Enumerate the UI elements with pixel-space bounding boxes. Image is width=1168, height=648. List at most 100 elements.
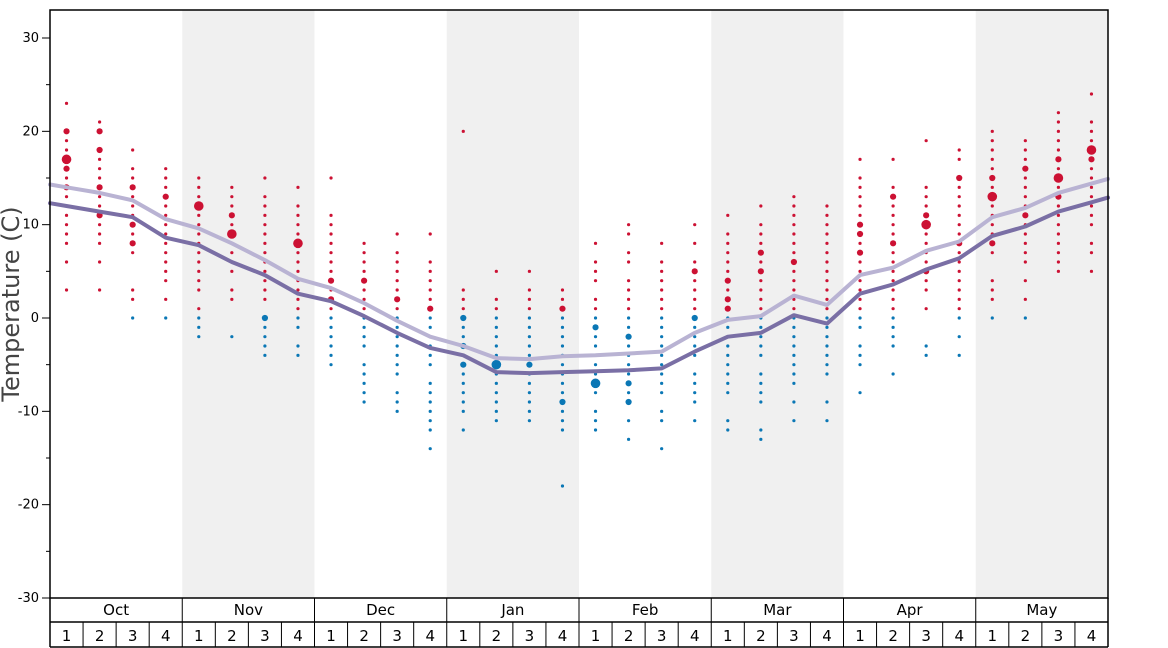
temperature-dot: [197, 213, 201, 217]
temperature-dot: [395, 232, 399, 236]
temperature-dot: [395, 363, 399, 367]
temperature-dot: [329, 363, 333, 367]
temperature-dot: [957, 279, 961, 283]
temperature-dot: [1089, 185, 1094, 189]
temperature-dot: [64, 101, 69, 105]
temperature-dot: [957, 307, 961, 311]
temperature-dot: [957, 353, 961, 357]
y-tick-label: 10: [22, 218, 39, 233]
temperature-dot: [759, 260, 763, 264]
temperature-dot: [329, 353, 333, 357]
temperature-dot: [858, 185, 862, 189]
temperature-dot: [164, 213, 168, 217]
temperature-dot: [197, 325, 201, 329]
temperature-dot: [428, 363, 432, 367]
temperature-dot: [726, 372, 730, 376]
temperature-dot: [825, 307, 829, 311]
temperature-dot: [957, 260, 961, 264]
temperature-dot: [593, 363, 598, 367]
month-label: Mar: [763, 601, 792, 619]
temperature-dot: [527, 335, 532, 339]
week-label: 4: [1087, 627, 1097, 645]
temperature-dot: [263, 353, 267, 357]
temperature-dot: [1089, 241, 1094, 245]
temperature-dot: [461, 297, 465, 301]
temperature-dot: [891, 204, 895, 208]
temperature-dot: [990, 148, 994, 152]
temperature-dot: [296, 344, 300, 348]
temperature-dot: [825, 297, 829, 301]
temperature-dot: [1056, 251, 1061, 255]
temperature-dot: [792, 344, 796, 348]
temperature-dot: [230, 335, 234, 339]
temperature-dot: [889, 240, 897, 247]
week-label: 4: [425, 627, 435, 645]
temperature-dot: [660, 372, 664, 376]
temperature-dot: [726, 344, 730, 348]
temperature-dot: [461, 409, 465, 413]
temperature-dot: [590, 378, 601, 389]
temperature-dot: [990, 223, 994, 227]
temperature-dot: [1056, 111, 1061, 115]
temperature-dot: [164, 269, 168, 273]
temperature-dot: [362, 241, 366, 245]
temperature-dot: [263, 241, 267, 245]
temperature-dot: [625, 333, 632, 340]
temperature-dot: [296, 260, 300, 264]
temperature-dot: [362, 400, 366, 404]
temperature-dot: [891, 185, 895, 189]
week-label: 2: [359, 627, 369, 645]
temperature-dot: [362, 381, 366, 385]
temperature-dot: [296, 316, 300, 320]
temperature-dot: [626, 344, 631, 348]
temperature-dot: [957, 148, 961, 152]
average-lines: [48, 176, 1110, 376]
week-label: 2: [227, 627, 237, 645]
temperature-dot: [724, 296, 731, 303]
temperature-dot: [362, 260, 366, 264]
week-label: 4: [293, 627, 303, 645]
temperature-dot: [693, 344, 697, 348]
temperature-dot: [197, 279, 201, 283]
temperature-dot: [1089, 195, 1094, 199]
week-label: 1: [723, 627, 733, 645]
temperature-dot: [660, 316, 664, 320]
temperature-dot: [527, 400, 532, 404]
week-label: 3: [260, 627, 270, 645]
temperature-dot: [693, 400, 697, 404]
temperature-dot: [227, 229, 237, 239]
temperature-dot: [63, 165, 70, 172]
temperature-dot: [924, 241, 928, 245]
temperature-dot: [64, 148, 69, 152]
temperature-dot: [296, 204, 300, 208]
temperature-dot: [527, 409, 532, 413]
temperature-dot: [825, 344, 829, 348]
temperature-dot: [726, 391, 730, 395]
temperature-dot: [394, 296, 401, 303]
temperature-dot: [296, 223, 300, 227]
temperature-dot: [858, 363, 862, 367]
temperature-dot: [957, 195, 961, 199]
temperature-dot: [329, 325, 333, 329]
temperature-dot: [64, 241, 69, 245]
temperature-dot: [759, 307, 763, 311]
temperature-dot: [560, 363, 565, 367]
week-label: 2: [624, 627, 634, 645]
temperature-dot: [494, 335, 498, 339]
temperature-dot: [263, 195, 267, 199]
temperature-dot: [792, 241, 796, 245]
temperature-dot: [792, 195, 796, 199]
temperature-dot: [858, 353, 862, 357]
temperature-dot: [759, 232, 763, 236]
temperature-dot: [858, 325, 862, 329]
temperature-dot: [263, 279, 267, 283]
temperature-dot: [726, 213, 730, 217]
temperature-dot: [1023, 241, 1027, 245]
temperature-dot: [1023, 176, 1027, 180]
temperature-dot: [1056, 269, 1061, 273]
temperature-dot: [825, 419, 829, 423]
temperature-dot: [693, 279, 697, 283]
temperature-dot: [792, 288, 796, 292]
temperature-dot: [626, 288, 631, 292]
